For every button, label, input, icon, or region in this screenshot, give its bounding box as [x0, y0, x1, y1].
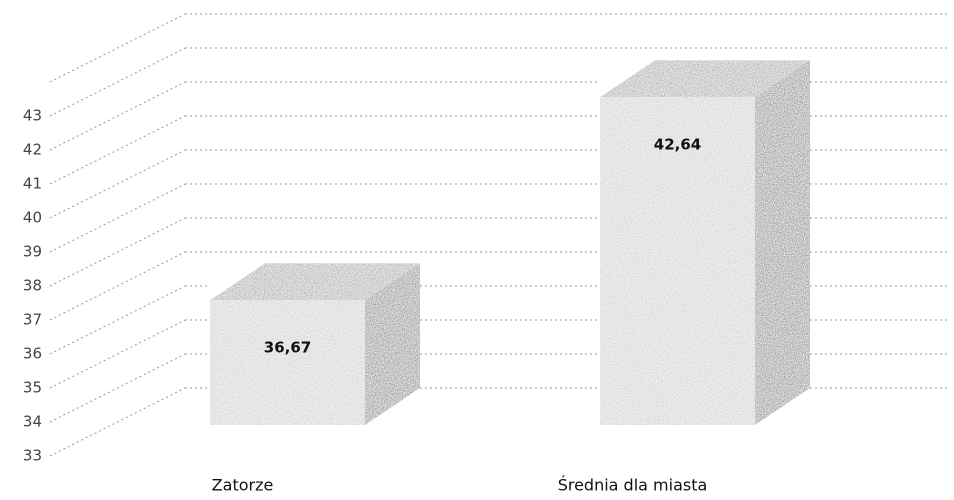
grid-line	[49, 285, 186, 355]
bar-top	[600, 60, 810, 98]
y-tick-label: 42	[23, 141, 42, 159]
bar	[210, 263, 420, 425]
grid-line	[49, 183, 186, 253]
bar-side	[755, 60, 810, 426]
y-tick-label: 37	[23, 311, 42, 329]
y-tick-label: 41	[23, 175, 42, 193]
grid-line	[49, 47, 186, 117]
bar	[600, 60, 810, 426]
bar-side	[365, 263, 420, 425]
grid-line	[49, 251, 186, 321]
bar-front	[210, 300, 365, 425]
y-tick-label: 40	[23, 209, 42, 227]
bar-top	[210, 263, 420, 301]
y-tick-label: 36	[23, 345, 42, 363]
grid-line	[49, 353, 186, 423]
x-tick-label: Średnia dla miasta	[558, 476, 708, 495]
y-tick-label: 33	[23, 447, 42, 465]
y-tick-label: 35	[23, 379, 42, 397]
wall-edge	[49, 13, 186, 83]
value-label: 42,64	[654, 136, 701, 154]
value-label: 36,67	[264, 339, 311, 357]
bar-front	[600, 97, 755, 426]
grid-line	[49, 387, 186, 457]
grid-line	[49, 319, 186, 389]
grid-line	[49, 149, 186, 219]
grid-line	[49, 81, 186, 151]
y-tick-label: 39	[23, 243, 42, 261]
y-tick-label: 38	[23, 277, 42, 295]
grid-line	[49, 217, 186, 287]
y-tick-label: 34	[23, 413, 42, 431]
grid-line	[49, 115, 186, 185]
x-tick-label: Zatorze	[212, 476, 274, 495]
y-tick-label: 43	[23, 107, 42, 125]
